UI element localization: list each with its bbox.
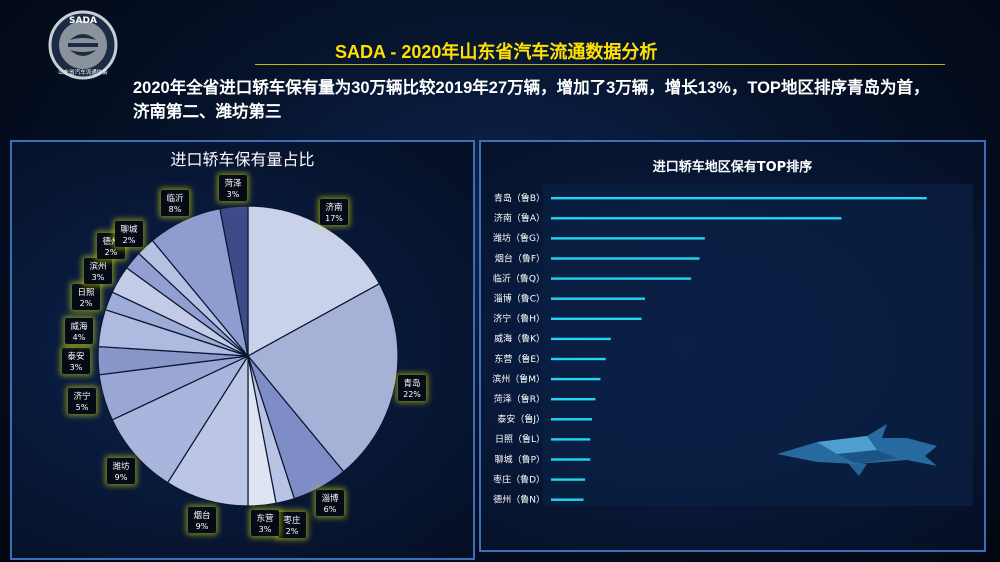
pie-label-7: 潍坊9% — [105, 456, 137, 486]
bar-1 — [551, 197, 927, 200]
bar-10 — [551, 377, 601, 381]
pie-label-name: 滨州 — [89, 261, 106, 272]
sada-logo: SADA 山东省汽车流通协会 — [48, 10, 118, 80]
pie-label-15: 临沂8% — [159, 188, 191, 218]
bar-category-label: 淄博（鲁C） — [494, 293, 545, 305]
bar-chart-title: 进口轿车地区保有TOP排序 — [652, 160, 813, 175]
pie-label-14: 聊城2% — [113, 219, 145, 249]
bar-category-label: 德州（鲁N） — [493, 494, 545, 506]
pie-label-name: 济宁 — [73, 391, 90, 402]
pie-label-name: 烟台 — [193, 510, 210, 521]
bar-5 — [551, 277, 692, 280]
pie-label-pct: 6% — [324, 505, 337, 514]
pie-label-3: 淄博6% — [314, 488, 346, 518]
pie-label-pct: 22% — [403, 390, 421, 399]
bar-chart: 青岛（鲁B） 济南（鲁A） 潍坊（鲁G） 烟台（鲁F） 临沂（鲁Q） 淄博（鲁C） 济宁（鲁… — [492, 184, 973, 506]
shark-icon — [777, 424, 937, 476]
pie-label-pct: 4% — [73, 333, 86, 342]
pie-chart-title: 进口轿车保有量占比 — [170, 150, 315, 169]
pie-label-name: 枣庄 — [283, 515, 301, 526]
bar-category-label: 菏泽（鲁R） — [494, 393, 545, 405]
pie-label-name: 日照 — [77, 288, 95, 298]
pie-label-name: 泰安 — [67, 351, 84, 362]
bar-category-label: 威海（鲁K） — [494, 333, 545, 345]
pie-label-name: 东营 — [256, 513, 273, 524]
bar-category-label: 济宁（鲁H） — [493, 313, 545, 325]
bar-category-label: 滨州（鲁M） — [492, 373, 545, 385]
bar-category-label: 潍坊（鲁G） — [493, 232, 545, 244]
pie-label-pct: 2% — [123, 236, 136, 245]
pie-label-name: 威海 — [70, 321, 88, 332]
pie-slice-6 — [166, 353, 249, 507]
bar-category-label: 日照（鲁L） — [495, 433, 545, 445]
bar-11 — [551, 398, 596, 401]
bar-9 — [551, 357, 606, 361]
pie-label-11: 日照2% — [70, 282, 102, 312]
pie-label-name: 德州 — [102, 236, 119, 247]
pie-label-4: 枣庄2% — [276, 510, 308, 540]
bar-7 — [551, 317, 642, 320]
page-title: SADA - 2020年山东省汽车流通数据分析 — [335, 42, 658, 62]
pie-label-pct: 3% — [92, 273, 105, 282]
pie-label-name: 青岛 — [403, 378, 420, 389]
pie-label-pct: 3% — [227, 190, 240, 199]
bar-3 — [551, 237, 705, 240]
pie-slice-7 — [111, 354, 250, 484]
bar-16 — [551, 498, 584, 501]
bar-14 — [551, 458, 591, 461]
bar-category-label: 东营（鲁E） — [494, 353, 545, 365]
pie-label-5: 东营3% — [249, 508, 281, 538]
bar-category-label: 临沂（鲁Q） — [493, 272, 545, 284]
bar-2 — [551, 217, 842, 220]
pie-label-name: 淄博 — [321, 493, 339, 504]
bar-13 — [551, 438, 591, 441]
pie-label-pct: 9% — [115, 473, 128, 482]
pie-label-name: 聊城 — [120, 224, 138, 235]
pie-label-pct: 2% — [80, 299, 93, 308]
bar-category-label: 烟台（鲁F） — [495, 252, 545, 264]
logo-text-top: SADA — [69, 16, 97, 26]
pie-label-pct: 8% — [169, 205, 182, 214]
pie-label-pct: 2% — [286, 527, 299, 536]
bar-category-label: 枣庄（鲁D） — [493, 473, 545, 485]
pie-slice-2 — [247, 282, 399, 473]
pie-label-9: 泰安3% — [60, 346, 92, 376]
pie-label-name: 菏泽 — [224, 178, 242, 189]
bar-category-label: 济南（鲁A） — [494, 212, 545, 224]
bar-category-label: 泰安（鲁J） — [497, 413, 545, 425]
pie-label-10: 威海4% — [63, 316, 95, 346]
bar-category-label: 聊城（鲁P） — [495, 453, 545, 465]
pie-label-pct: 3% — [70, 363, 83, 372]
pie-label-6: 烟台9% — [186, 505, 218, 535]
pie-label-pct: 17% — [325, 214, 343, 223]
bar-8 — [551, 337, 611, 341]
page-subtitle: 2020年全省进口轿车保有量为30万辆比较2019年27万辆，增加了3万辆，增长… — [133, 79, 930, 121]
pie-chart: 济南17%青岛22%淄博6%枣庄2%东营3%烟台9%潍坊9%济宁5%泰安3%威海… — [60, 173, 428, 540]
pie-label-name: 济南 — [325, 202, 342, 213]
pie-label-pct: 9% — [196, 522, 209, 531]
pie-label-16: 菏泽3% — [217, 173, 249, 203]
title-divider — [255, 64, 945, 65]
pie-label-name: 临沂 — [166, 193, 184, 204]
pie-label-pct: 5% — [76, 403, 89, 412]
bar-6 — [551, 297, 645, 300]
logo-text-bottom: 山东省汽车流通协会 — [58, 68, 108, 76]
bar-12 — [551, 418, 592, 421]
pie-label-pct: 2% — [105, 248, 118, 257]
bar-panel: 进口轿车地区保有TOP排序 青岛（鲁B） 济南（鲁A） 潍坊（鲁G） 烟台（鲁F） 临沂… — [479, 140, 986, 552]
bar-4 — [551, 257, 700, 260]
pie-label-name: 潍坊 — [112, 461, 130, 472]
pie-label-12: 滨州3% — [82, 256, 114, 286]
bar-category-label: 青岛（鲁B） — [494, 192, 545, 204]
pie-label-pct: 3% — [259, 525, 272, 534]
bar-15 — [551, 478, 586, 481]
pie-slices — [97, 205, 399, 507]
pie-label-8: 济宁5% — [66, 386, 98, 416]
pie-panel: 进口轿车保有量占比 济南 17% 青岛 22% 淄博 6% 枣庄 2% 东营 3% 烟台 9% 潍坊 9%… — [10, 140, 475, 560]
pie-slice-16 — [219, 205, 249, 357]
